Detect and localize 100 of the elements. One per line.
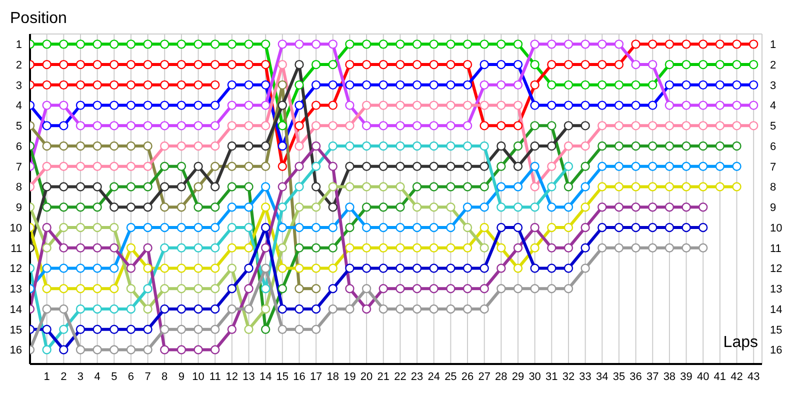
- y-tick-label: 13: [10, 284, 22, 296]
- point: [110, 141, 119, 151]
- point: [462, 182, 472, 192]
- x-tick-label: 20: [360, 370, 373, 383]
- point: [732, 100, 742, 110]
- point: [378, 100, 388, 110]
- point: [143, 222, 152, 232]
- point: [143, 80, 152, 90]
- point: [446, 80, 456, 90]
- point: [92, 202, 102, 212]
- point: [530, 182, 540, 192]
- point: [396, 100, 405, 110]
- point: [496, 100, 506, 110]
- x-tick-label: 25: [444, 370, 457, 383]
- point: [480, 243, 489, 252]
- point: [412, 141, 422, 151]
- point: [412, 60, 422, 70]
- point: [462, 40, 472, 49]
- point: [462, 80, 472, 90]
- point: [362, 284, 372, 294]
- point: [396, 80, 405, 90]
- point: [42, 100, 52, 110]
- point: [328, 304, 338, 314]
- point: [715, 141, 725, 151]
- point: [580, 80, 590, 90]
- point: [715, 80, 725, 90]
- x-tick-label: 2: [60, 370, 67, 383]
- point: [513, 100, 523, 110]
- y2-tick-label: 2: [770, 59, 776, 72]
- point: [598, 202, 607, 212]
- point: [698, 222, 708, 232]
- y2-tick-label: 6: [770, 140, 776, 153]
- point: [210, 324, 220, 334]
- point: [194, 60, 203, 70]
- point: [227, 222, 237, 232]
- point: [244, 202, 254, 212]
- point: [311, 284, 321, 294]
- point: [59, 121, 68, 130]
- point: [143, 121, 152, 130]
- point: [396, 304, 405, 314]
- point: [648, 60, 658, 70]
- point: [648, 80, 658, 90]
- point: [294, 141, 304, 151]
- point: [76, 243, 86, 252]
- point: [480, 264, 489, 273]
- point: [92, 222, 102, 232]
- point: [462, 243, 472, 252]
- point: [580, 243, 590, 252]
- point: [160, 222, 170, 232]
- point: [59, 345, 68, 354]
- point: [345, 60, 354, 70]
- point: [631, 40, 640, 49]
- point: [648, 100, 658, 110]
- point: [92, 162, 102, 172]
- point: [698, 202, 708, 212]
- point: [143, 40, 152, 49]
- point: [76, 121, 86, 130]
- point: [480, 40, 489, 49]
- x-tick-label: 22: [394, 370, 406, 383]
- x-tick-label: 18: [326, 370, 340, 383]
- x-tick-label: 28: [495, 370, 508, 383]
- point: [59, 324, 68, 334]
- point: [378, 60, 388, 70]
- point: [244, 60, 254, 70]
- point: [311, 80, 321, 90]
- point: [59, 222, 68, 232]
- point: [664, 80, 674, 90]
- point: [378, 202, 388, 212]
- point: [446, 40, 456, 49]
- point: [294, 222, 304, 232]
- point: [160, 121, 170, 130]
- y-tick-label: 5: [16, 120, 22, 133]
- point: [294, 202, 304, 212]
- point: [682, 100, 691, 110]
- point: [328, 40, 338, 49]
- point: [698, 80, 708, 90]
- point: [412, 222, 422, 232]
- point: [429, 243, 438, 252]
- point: [429, 121, 438, 130]
- x-tick-label: 24: [428, 370, 440, 383]
- point: [210, 141, 220, 151]
- point: [278, 243, 288, 252]
- point: [328, 80, 338, 90]
- point: [311, 182, 321, 192]
- point: [378, 162, 388, 172]
- point: [378, 284, 388, 294]
- y-tick-label: 10: [10, 222, 22, 234]
- point: [429, 141, 438, 151]
- point: [244, 40, 254, 49]
- point: [748, 100, 758, 110]
- point: [278, 121, 288, 130]
- x-tick-label: 23: [410, 370, 424, 383]
- point: [110, 121, 119, 130]
- point: [294, 60, 304, 70]
- point: [294, 40, 304, 49]
- point: [682, 141, 691, 151]
- point: [462, 121, 472, 130]
- point: [462, 202, 472, 212]
- point: [126, 121, 136, 130]
- point: [126, 324, 136, 334]
